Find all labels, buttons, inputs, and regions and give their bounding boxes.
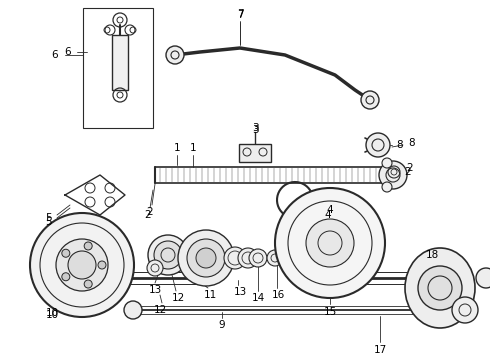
Circle shape — [62, 273, 70, 281]
Text: 5: 5 — [45, 213, 51, 223]
Circle shape — [452, 297, 478, 323]
Circle shape — [56, 239, 108, 291]
Text: 10: 10 — [46, 308, 59, 318]
Circle shape — [249, 249, 267, 267]
Circle shape — [124, 301, 142, 319]
Text: 8: 8 — [397, 140, 403, 150]
Text: 12: 12 — [153, 305, 167, 315]
Circle shape — [306, 219, 354, 267]
Text: 2: 2 — [407, 163, 413, 173]
Text: 7: 7 — [237, 9, 244, 19]
Text: 2: 2 — [145, 210, 151, 220]
Circle shape — [275, 188, 385, 298]
Text: 8: 8 — [409, 138, 416, 148]
Circle shape — [196, 248, 216, 268]
Text: 14: 14 — [251, 293, 265, 303]
Bar — [112, 35, 128, 90]
Text: 5: 5 — [45, 217, 51, 227]
Text: 3: 3 — [252, 123, 258, 133]
Circle shape — [84, 280, 92, 288]
Circle shape — [84, 242, 92, 250]
Text: 17: 17 — [373, 345, 387, 355]
Circle shape — [278, 251, 292, 265]
Text: 16: 16 — [271, 290, 285, 300]
Text: 11: 11 — [203, 290, 217, 300]
Ellipse shape — [405, 248, 475, 328]
Text: 4: 4 — [327, 205, 333, 215]
Text: 10: 10 — [46, 310, 59, 320]
Circle shape — [148, 235, 188, 275]
Text: 9: 9 — [219, 320, 225, 330]
Circle shape — [98, 261, 106, 269]
Circle shape — [154, 241, 182, 269]
Text: 1: 1 — [173, 143, 180, 153]
Circle shape — [147, 260, 163, 276]
Text: 4: 4 — [325, 210, 331, 220]
Text: 15: 15 — [323, 307, 337, 317]
Circle shape — [238, 248, 258, 268]
Circle shape — [30, 213, 134, 317]
Bar — [239, 144, 271, 162]
Text: 7: 7 — [237, 10, 244, 20]
Text: 6: 6 — [51, 50, 58, 60]
Text: 13: 13 — [148, 285, 162, 295]
Text: 18: 18 — [425, 250, 439, 260]
Circle shape — [224, 247, 246, 269]
Circle shape — [379, 161, 407, 189]
Circle shape — [366, 133, 390, 157]
Circle shape — [382, 182, 392, 192]
Circle shape — [418, 266, 462, 310]
Bar — [83, 8, 153, 128]
Text: 2: 2 — [147, 207, 153, 217]
Text: 1: 1 — [190, 143, 196, 153]
Circle shape — [267, 250, 283, 266]
Circle shape — [166, 46, 184, 64]
Circle shape — [361, 91, 379, 109]
Text: 3: 3 — [252, 125, 258, 135]
Circle shape — [476, 268, 490, 288]
Text: 13: 13 — [233, 287, 246, 297]
Text: 2: 2 — [405, 167, 411, 177]
Text: 12: 12 — [172, 293, 185, 303]
Circle shape — [187, 239, 225, 277]
Text: 6: 6 — [65, 47, 72, 57]
Circle shape — [178, 230, 234, 286]
Circle shape — [62, 249, 70, 257]
Circle shape — [382, 158, 392, 168]
Circle shape — [68, 251, 96, 279]
